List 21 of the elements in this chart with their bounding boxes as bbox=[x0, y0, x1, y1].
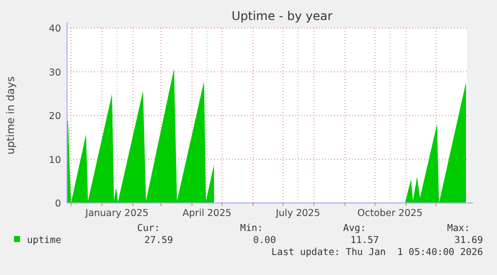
chart-title: Uptime - by year bbox=[232, 9, 332, 23]
y-tick-label: 10 bbox=[48, 154, 61, 166]
text: 31.69 bbox=[454, 235, 484, 246]
legend-label: uptime bbox=[27, 235, 62, 246]
y-tick-label: 40 bbox=[48, 24, 61, 34]
x-tick-label: April 2025 bbox=[182, 208, 232, 219]
text: 27.59 bbox=[144, 235, 174, 246]
x-tick-label: October 2025 bbox=[357, 208, 423, 219]
text: 11.57 bbox=[350, 235, 379, 246]
x-tick-label: January 2025 bbox=[84, 208, 149, 219]
text: Last update: Thu Jan 1 05:40:00 2026 bbox=[271, 247, 484, 258]
y-axis-title: uptime in days bbox=[5, 76, 17, 155]
y-tick-label: 20 bbox=[48, 111, 61, 122]
text: 0.00 bbox=[253, 235, 276, 246]
y-tick-label: 0 bbox=[54, 198, 61, 210]
text: Cur: bbox=[137, 223, 160, 234]
x-tick-label: July 2025 bbox=[274, 208, 320, 219]
y-tick-label: 30 bbox=[48, 67, 61, 78]
text: Min: bbox=[240, 223, 263, 234]
text: Avg: bbox=[343, 223, 366, 234]
text: Max: bbox=[447, 223, 470, 234]
